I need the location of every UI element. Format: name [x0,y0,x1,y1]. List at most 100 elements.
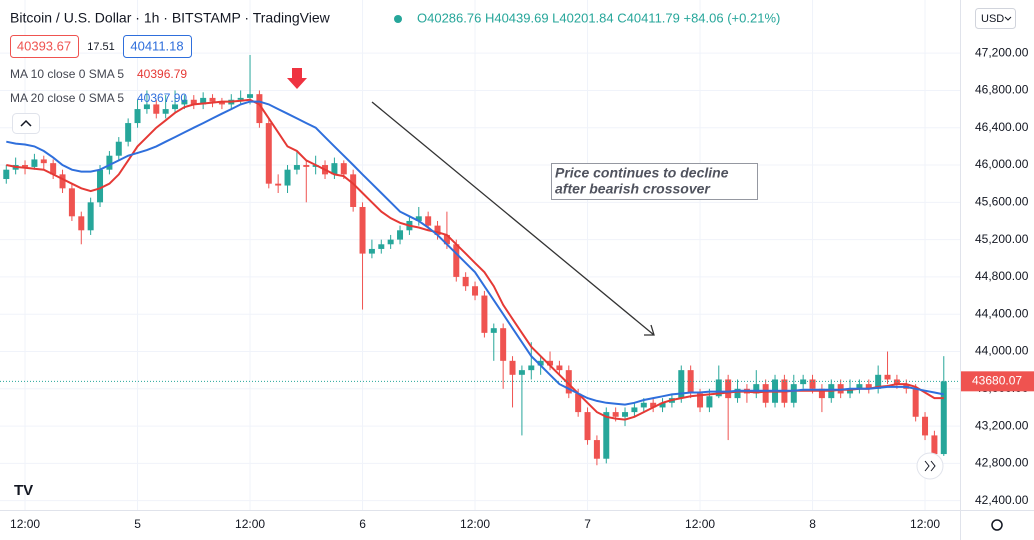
candle-body [490,328,497,333]
candle-body [893,379,900,385]
candle-body [256,94,263,124]
candle-body [650,402,657,408]
candle-body [434,225,441,235]
candle-body [875,374,882,389]
x-tick-label: 12:00 [910,517,940,531]
candle-body [603,412,610,459]
x-tick-label: 12:00 [460,517,490,531]
candle-body [218,101,225,105]
ohlc-text: O40286.76 H40439.69 L40201.84 C40411.79 … [417,10,780,25]
y-tick-label: 47,200.00 [975,45,1029,59]
candle-body [153,104,160,114]
candle-body [818,388,825,399]
candle-body [115,141,122,156]
candle-body [509,360,516,375]
candle-body [22,165,29,167]
annotation: Price continues to decline [555,165,729,181]
y-tick-label: 46,400.00 [975,120,1029,134]
scroll-button[interactable] [916,452,944,480]
candle-body [518,370,525,375]
y-tick-label: 43,200.00 [975,418,1029,432]
candle-body [275,183,282,186]
grid [0,0,960,510]
ask-box[interactable] [123,35,192,58]
candle-body [537,360,544,366]
last-price-label: 43680.07 [972,373,1022,387]
candle-body [87,202,94,231]
candle-body [547,360,554,366]
candle-body [78,216,85,231]
candle-body [40,159,47,164]
y-tick-label: 46,000.00 [975,157,1029,171]
annotation-box [551,163,758,200]
x-tick-label: 5 [134,517,141,531]
candle-body [659,402,666,408]
chart-title: Bitcoin / U.S. Dollar · 1h · BITSTAMP · … [10,10,331,26]
candle-body [762,384,769,403]
last-price-box [961,371,1034,392]
legend-entry: MA 20 close 0 SMA 5 [10,91,124,105]
candle-body [790,384,797,403]
candle-body [462,276,469,287]
candle-body [359,206,366,254]
candle-body [753,384,760,394]
candle-body [303,165,310,167]
candle-body [622,412,629,417]
candle-body [237,97,244,100]
currency-button[interactable] [975,8,1016,29]
y-tick-label: 45,600.00 [975,194,1029,208]
candle-body [368,248,375,254]
candle-body [443,234,450,245]
candle-body [640,402,647,408]
candle-body [725,379,732,399]
candle-body [397,230,404,240]
candle-body [59,174,66,189]
candle-body [931,435,938,455]
y-tick-label: 42,800.00 [975,456,1029,470]
bid: 40393.67 [17,38,71,53]
candle-body [922,416,929,436]
candle-body [809,379,816,389]
candle-body [472,286,479,296]
candle-body [172,104,179,110]
candle-body [68,188,75,217]
candle-body [734,388,741,399]
legend-entry: MA 10 close 0 SMA 5 [10,67,124,81]
y-tick-label: 44,800.00 [975,269,1029,283]
settings-icon[interactable] [991,519,1003,531]
candle-body [209,97,216,102]
candle-body [631,407,638,413]
candle-body [50,163,57,175]
candle-body [575,393,582,413]
bid-box[interactable] [10,35,79,58]
candle-body [697,393,704,408]
ma-line [6,100,944,406]
candle-body [106,155,113,170]
currency: USD [981,13,1004,25]
logo: TV [14,482,33,499]
legend-value: 40367.90 [137,91,187,105]
candle-body [387,239,394,245]
candle-body [125,123,132,142]
x-tick-label: 12:00 [685,517,715,531]
candle-body [612,412,619,417]
legend-value: 40396.79 [137,67,187,81]
candle-body [593,440,600,459]
candle-body [800,379,807,385]
candle-body [425,216,432,226]
candle-body [706,396,713,408]
signal-arrow [287,68,307,89]
candle-body [247,94,254,98]
candle-body [378,244,385,249]
y-tick-label: 44,000.00 [975,344,1029,358]
collapse-button[interactable] [12,113,40,134]
candle-body [415,216,422,221]
y-tick-label: 44,400.00 [975,306,1029,320]
candle-body [884,374,891,380]
y-tick-label: 42,400.00 [975,493,1029,507]
x-tick-label: 8 [809,517,816,531]
candle-body [584,412,591,441]
candle-body [31,159,38,167]
plot [0,55,960,466]
candle-body [528,365,535,371]
